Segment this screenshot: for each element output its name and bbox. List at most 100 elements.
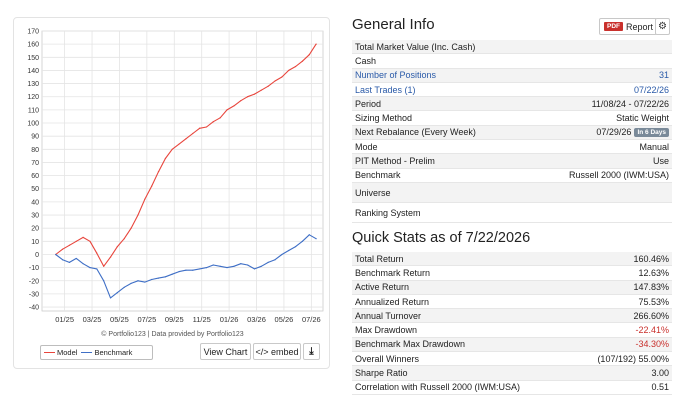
- data-point-model: [253, 93, 256, 95]
- general-row: Sizing Method Static Weight: [352, 112, 672, 126]
- data-point-model: [82, 236, 84, 238]
- data-point-model: [281, 76, 283, 78]
- general-row: Total Market Value (Inc. Cash): [352, 40, 672, 55]
- data-point-model: [68, 244, 71, 246]
- plot-area: [41, 30, 324, 312]
- legend-item-model[interactable]: Model: [44, 348, 77, 357]
- general-row-value[interactable]: 07/22/26: [633, 84, 669, 95]
- quick-row-label: Annual Turnover: [355, 310, 422, 321]
- data-point-model: [164, 157, 166, 160]
- general-row-label: Ranking System: [355, 207, 421, 218]
- data-point-model: [96, 252, 98, 254]
- data-point-benchmark: [89, 267, 91, 269]
- data-point-model: [178, 143, 180, 145]
- general-row: Period 11/08/24 - 07/22/26: [352, 97, 672, 112]
- pdf-report-button[interactable]: PDF Report: [599, 18, 657, 35]
- data-point-benchmark: [308, 234, 310, 236]
- general-row: Ranking System: [352, 203, 672, 223]
- data-point-model: [144, 198, 146, 200]
- quick-row: Annualized Return 75.53%: [352, 295, 672, 310]
- data-point-model: [103, 265, 105, 267]
- general-row-value[interactable]: 31: [658, 70, 669, 81]
- general-row-label: Next Rebalance (Every Week): [355, 127, 476, 138]
- data-point-benchmark: [205, 267, 208, 269]
- quick-row-label: Max Drawdown: [355, 325, 418, 336]
- general-row-label: Mode: [355, 141, 378, 152]
- general-row-label[interactable]: Number of Positions: [355, 70, 437, 81]
- quick-row: Total Return 160.46%: [352, 252, 672, 267]
- x-tick-label: 03/26: [247, 315, 266, 324]
- legend-item-benchmark[interactable]: Benchmark: [81, 348, 132, 357]
- quick-row: Overall Winners (107/192) 55.00%: [352, 352, 672, 367]
- data-point-benchmark: [212, 264, 214, 266]
- data-point-model: [233, 105, 235, 107]
- data-point-model: [294, 65, 297, 68]
- y-tick-label: -10: [29, 265, 39, 272]
- x-tick-label: 03/25: [83, 315, 102, 324]
- quick-row: Benchmark Return 12.63%: [352, 266, 672, 281]
- x-tick-label: 05/26: [275, 315, 294, 324]
- quick-row: Annual Turnover 266.60%: [352, 309, 672, 324]
- data-point-benchmark: [315, 238, 317, 240]
- data-point-model: [219, 117, 221, 119]
- general-row-label[interactable]: Last Trades (1): [355, 84, 416, 95]
- data-point-model: [267, 85, 269, 87]
- quick-row: Correlation with Russell 2000 (IWM:USA) 0…: [352, 381, 672, 395]
- x-tick-label: 05/25: [110, 315, 129, 324]
- general-row: Cash: [352, 54, 672, 69]
- data-point-model: [157, 171, 160, 173]
- quick-row-value: 266.60%: [633, 310, 669, 321]
- general-row[interactable]: Last Trades (1) 07/22/26: [352, 83, 672, 98]
- y-tick-label: 130: [27, 81, 39, 88]
- general-row-value: Manual: [639, 141, 669, 152]
- general-row-value: 07/29/26: [596, 127, 632, 138]
- data-point-model: [130, 227, 132, 229]
- data-point-benchmark: [260, 265, 262, 267]
- y-tick-label: 30: [31, 213, 39, 220]
- general-row: Universe: [352, 183, 672, 203]
- quick-row-value: (107/192) 55.00%: [597, 353, 669, 364]
- quick-row: Sharpe Ratio 3.00: [352, 366, 672, 381]
- data-point-model: [185, 138, 187, 140]
- general-row: Mode Manual: [352, 140, 672, 155]
- y-tick-label: 120: [27, 94, 39, 101]
- y-tick-label: 100: [27, 121, 39, 128]
- settings-gear-icon[interactable]: ⚙: [655, 18, 670, 35]
- quick-row-value: 3.00: [651, 368, 669, 379]
- quick-row: Max Drawdown -22.41%: [352, 324, 672, 338]
- data-point-benchmark: [219, 265, 221, 267]
- data-point-model: [75, 240, 77, 242]
- data-point-benchmark: [185, 269, 187, 271]
- y-tick-label: 70: [31, 160, 39, 167]
- embed-button[interactable]: </> embed: [253, 343, 301, 360]
- y-tick-label: 170: [27, 29, 39, 36]
- x-tick-label: 01/25: [55, 315, 74, 324]
- general-row[interactable]: Number of Positions 31: [352, 68, 672, 83]
- y-tick-label: 60: [31, 173, 39, 180]
- data-point-benchmark: [103, 280, 105, 282]
- data-point-model: [199, 127, 201, 129]
- chart-credit: © Portfolio123 | Data provided by Portfo…: [101, 331, 244, 338]
- general-row: PIT Method - Prelim Use: [352, 154, 672, 169]
- y-tick-label: 150: [27, 55, 39, 62]
- download-icon[interactable]: ⤓: [303, 343, 320, 360]
- pdf-icon: PDF: [604, 22, 623, 31]
- y-tick-label: -20: [29, 278, 39, 285]
- data-point-model: [226, 109, 228, 111]
- data-point-benchmark: [151, 278, 153, 281]
- data-point-model: [123, 238, 125, 240]
- x-tick-label: 01/26: [220, 315, 239, 324]
- y-tick-label: -30: [29, 291, 39, 298]
- data-point-benchmark: [199, 268, 201, 270]
- data-point-model: [89, 240, 91, 242]
- data-point-model: [205, 126, 208, 128]
- data-point-model: [274, 80, 276, 82]
- data-point-model: [308, 54, 310, 56]
- data-point-benchmark: [240, 263, 242, 265]
- data-point-benchmark: [82, 263, 84, 265]
- general-row-value: Use: [652, 156, 669, 167]
- view-chart-button[interactable]: View Chart: [200, 343, 251, 360]
- data-point-model: [260, 89, 262, 91]
- data-point-benchmark: [233, 265, 235, 267]
- data-point-model: [288, 69, 290, 72]
